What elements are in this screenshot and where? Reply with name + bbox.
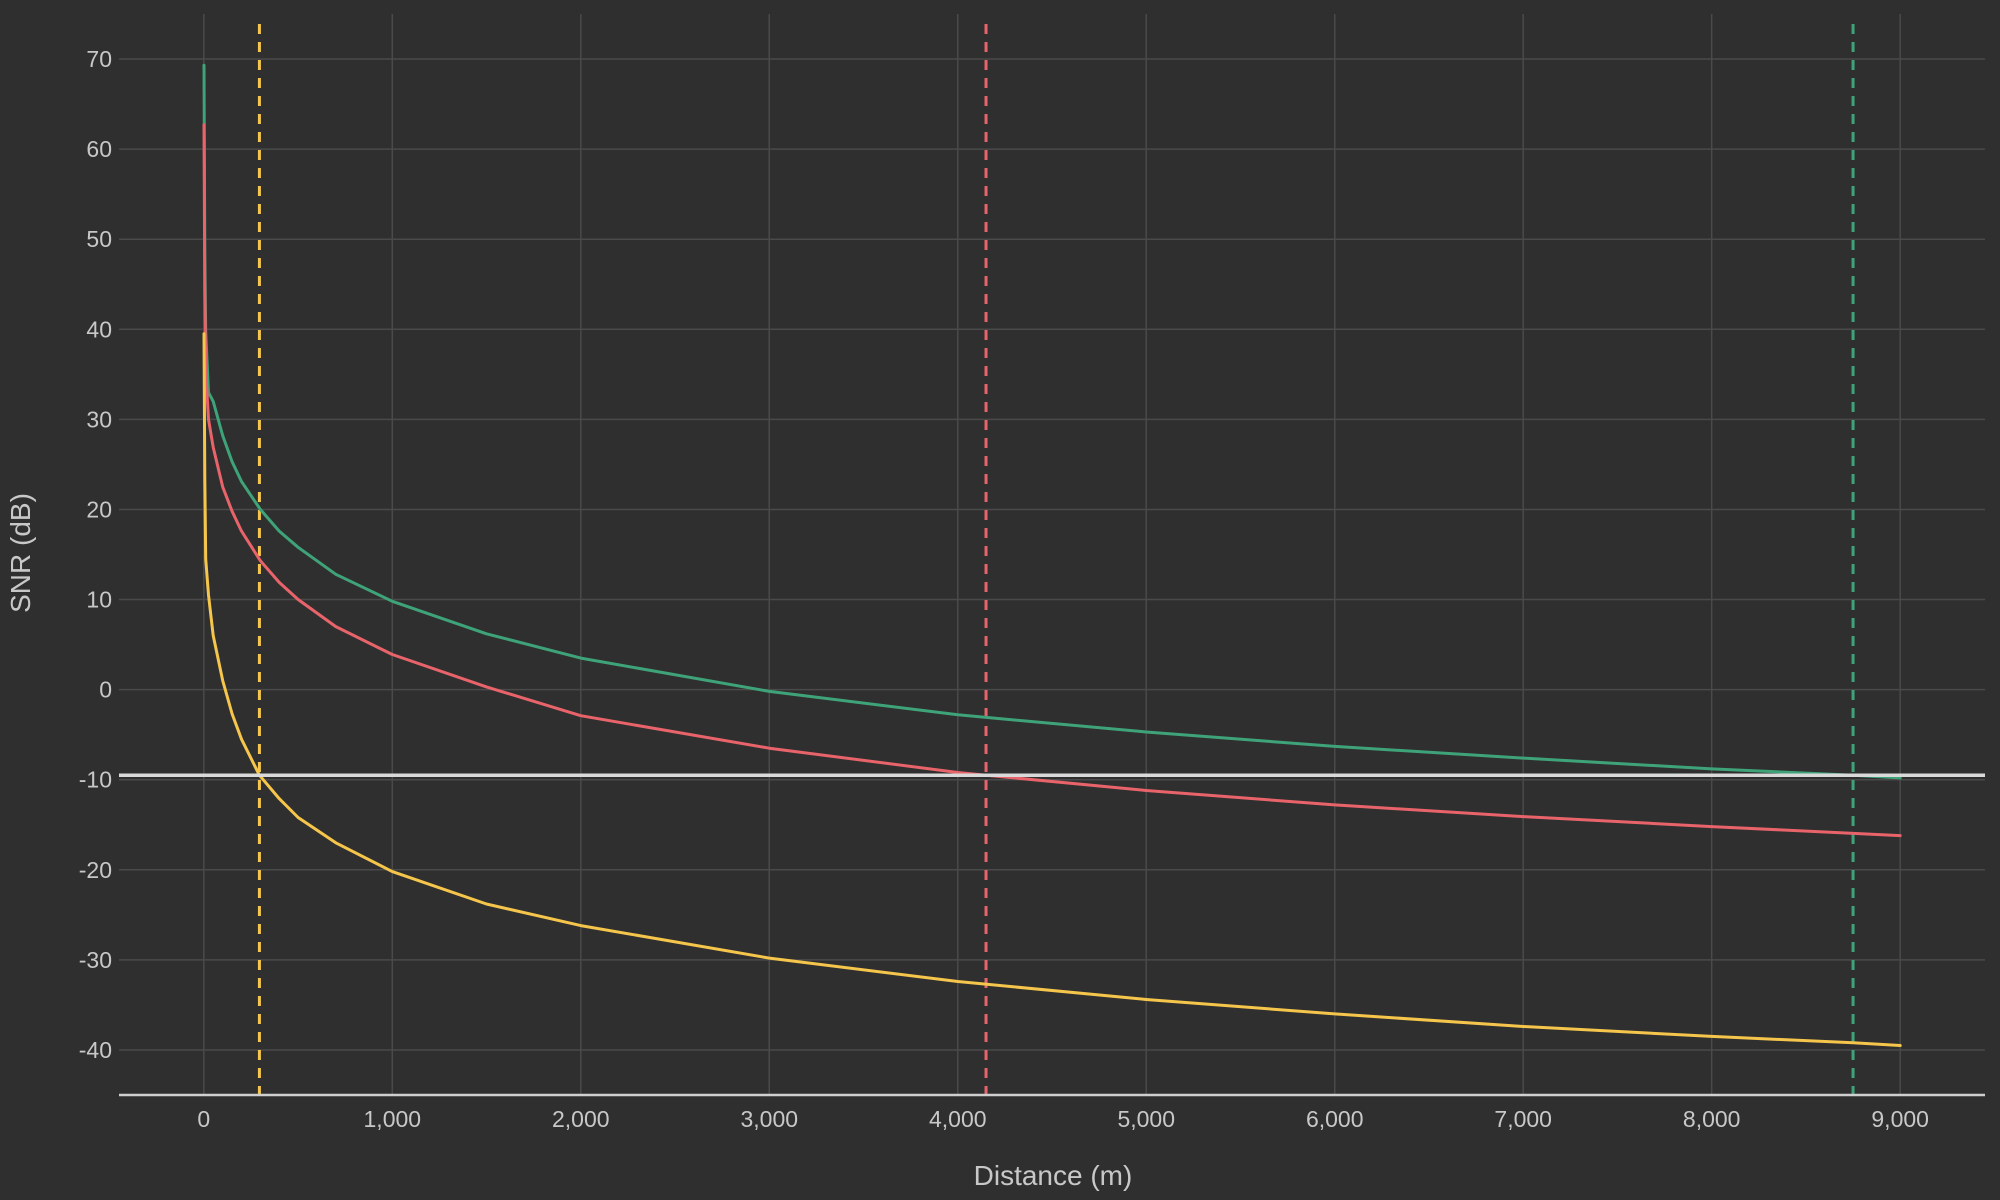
series-layer <box>202 63 1902 1047</box>
y-tick-label: -40 <box>79 1037 112 1063</box>
x-tick-label: 9,000 <box>1871 1106 1929 1132</box>
y-tick-label: -10 <box>79 767 112 793</box>
series-line <box>202 123 1902 838</box>
x-axis-title: Distance (m) <box>974 1160 1133 1191</box>
y-tick-label: -30 <box>79 947 112 973</box>
y-tick-label: 20 <box>86 496 112 522</box>
y-tick-label: 60 <box>86 136 112 162</box>
y-tick-label: -20 <box>79 857 112 883</box>
x-tick-label: 5,000 <box>1117 1106 1175 1132</box>
y-tick-label: 0 <box>99 677 112 703</box>
y-axis-title: SNR (dB) <box>5 493 36 613</box>
y-tick-label: 50 <box>86 226 112 252</box>
y-tick-label: 10 <box>86 587 112 613</box>
series-line <box>202 332 1902 1047</box>
y-tick-label: 30 <box>86 406 112 432</box>
x-tick-label: 0 <box>197 1106 210 1132</box>
x-tick-label: 6,000 <box>1306 1106 1364 1132</box>
grid-layer <box>119 14 1985 1095</box>
series-line <box>202 63 1902 780</box>
x-tick-label: 2,000 <box>552 1106 610 1132</box>
x-tick-label: 4,000 <box>929 1106 987 1132</box>
x-tick-label: 7,000 <box>1494 1106 1552 1132</box>
axis-layer: 0 1,000 2,000 3,000 4,000 5,000 6,000 7,000 8,00… <box>79 46 1985 1132</box>
x-tick-label: 8,000 <box>1683 1106 1741 1132</box>
vline-layer <box>257 24 1855 1095</box>
y-tick-label: 40 <box>86 316 112 342</box>
x-tick-label: 3,000 <box>740 1106 798 1132</box>
y-tick-label: 70 <box>86 46 112 72</box>
x-tick-label: 1,000 <box>364 1106 422 1132</box>
